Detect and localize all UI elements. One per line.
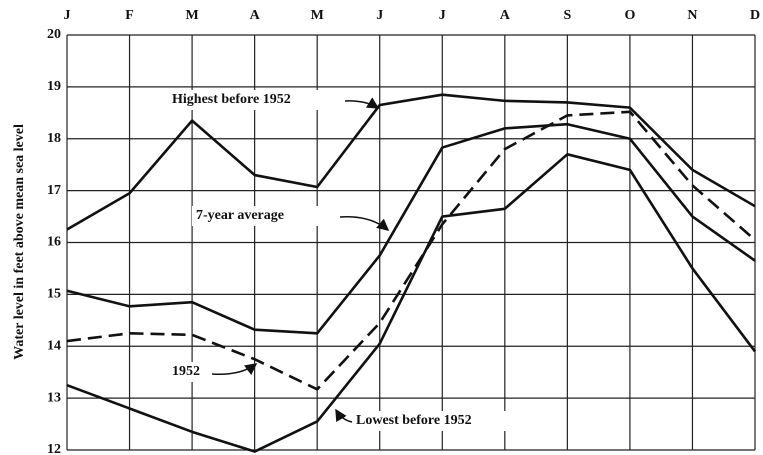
y-tick-label: 15: [47, 287, 61, 302]
x-tick-label: A: [500, 8, 511, 23]
y-tick-label: 16: [47, 235, 61, 250]
y-tick-label: 12: [47, 442, 61, 455]
x-tick-label: S: [563, 8, 571, 23]
annotations: Highest before 1952 7-year average 1952 …: [168, 90, 524, 431]
label-bg: [192, 206, 338, 226]
arrow: [335, 408, 353, 423]
series-line: [66, 93, 756, 231]
x-tick-label: A: [250, 8, 261, 23]
x-tick-label: O: [624, 8, 635, 23]
label-bg: [168, 362, 212, 382]
x-tick-label: M: [311, 8, 324, 23]
arrow: [211, 363, 258, 376]
y-tick-label: 17: [47, 183, 61, 198]
y-tick-label: 14: [47, 338, 61, 353]
arrow: [339, 216, 390, 231]
series-line: [66, 153, 757, 453]
series-line: [66, 110, 756, 391]
x-tick-label: J: [64, 8, 71, 23]
y-tick-label: 20: [47, 27, 61, 42]
x-tick-label: F: [125, 8, 134, 23]
x-tick-label: D: [750, 8, 760, 23]
annotation: Highest before 1952: [172, 92, 291, 107]
annotation: Lowest before 1952: [356, 413, 472, 428]
y-tick-label: 18: [47, 131, 61, 146]
annotation: 1952: [172, 364, 200, 379]
y-tick-label: 19: [47, 79, 61, 94]
label-bg: [352, 411, 524, 431]
arrow: [344, 97, 380, 109]
x-tick-label: N: [687, 8, 697, 23]
y-tick-label: 13: [47, 390, 61, 405]
x-tick-label: M: [185, 8, 198, 23]
annotation: 7-year average: [196, 208, 284, 223]
x-tick-label: J: [439, 8, 446, 23]
x-tick-label: J: [376, 8, 383, 23]
label-bg: [168, 90, 368, 110]
y-axis-label: Water level in feet above mean sea level: [12, 124, 27, 360]
series-line: [66, 122, 756, 335]
